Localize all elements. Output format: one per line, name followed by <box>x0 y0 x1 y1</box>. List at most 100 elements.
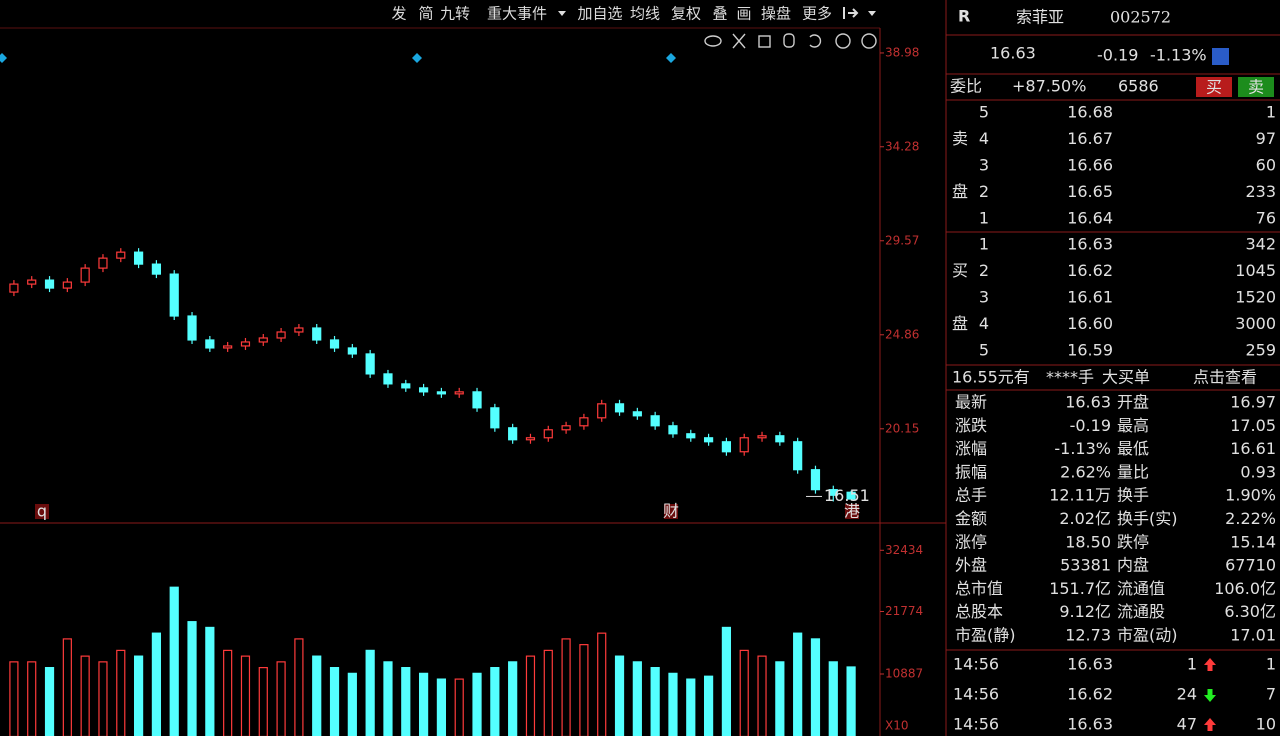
candle-body <box>721 441 732 453</box>
volume-bar <box>294 638 304 736</box>
hand-icon[interactable] <box>783 33 795 48</box>
candle-body <box>436 391 447 395</box>
tick-price: 16.63 <box>1067 655 1113 674</box>
stat-value: 151.7亿 <box>1049 579 1111 598</box>
dropdown-icon[interactable] <box>868 11 876 16</box>
volume-bar <box>614 655 625 736</box>
candle-body <box>383 373 393 385</box>
dropdown-icon[interactable] <box>558 11 566 16</box>
volume-bar <box>454 678 464 736</box>
volume-bar <box>793 632 803 736</box>
stat-value: 9.12亿 <box>1059 602 1111 621</box>
stat-label: 开盘 <box>1117 393 1149 412</box>
candle-body <box>169 273 179 317</box>
volume-bar <box>775 661 785 736</box>
order-price: 16.62 <box>1067 261 1113 280</box>
event-marker <box>35 504 49 519</box>
toolbar-item[interactable]: 重大事件 <box>487 5 547 23</box>
tick-volume: 1 <box>1187 655 1197 674</box>
markers <box>0 53 676 63</box>
banner-text: 16.55元有 <box>952 368 1030 387</box>
zoom-out-icon[interactable] <box>861 33 877 49</box>
change-pct: -1.13% <box>1150 46 1207 65</box>
stat-label: 总手 <box>955 486 987 505</box>
candle-body <box>116 251 126 259</box>
order-volume: 342 <box>1245 235 1276 254</box>
candle-body <box>454 391 464 395</box>
eye-icon[interactable] <box>704 35 722 47</box>
volume-bar <box>223 649 233 736</box>
stat-value: 16.97 <box>1230 393 1276 412</box>
y-tick-label: 21774 <box>885 604 923 618</box>
y-tick-label: 34.28 <box>885 139 919 153</box>
undo-icon[interactable] <box>809 34 822 48</box>
stat-value: 2.62% <box>1060 462 1111 481</box>
candle-body <box>472 391 482 409</box>
toolbar-item[interactable]: 发 <box>391 5 406 23</box>
stat-value: 12.11万 <box>1049 486 1111 505</box>
sell-button-label[interactable]: 卖 <box>1248 78 1264 97</box>
stat-value: 67710 <box>1225 556 1276 575</box>
toolbar-item[interactable]: 均线 <box>630 5 660 23</box>
diamond <box>412 53 422 63</box>
tick-count: 1 <box>1266 655 1276 674</box>
toolbar-item[interactable]: 叠 <box>712 5 727 23</box>
y-tick-label: 24.86 <box>885 327 919 341</box>
y-unit: X10 <box>885 719 909 733</box>
toolbar-item[interactable]: 加自选 <box>577 5 622 23</box>
candle-body <box>347 347 357 355</box>
stat-label: 跌停 <box>1117 532 1149 551</box>
volume-bar <box>187 621 197 736</box>
banner-text: 点击查看 <box>1193 368 1257 387</box>
zoom-in-icon[interactable] <box>835 33 851 49</box>
stat-label: 总股本 <box>955 602 1003 621</box>
volume-bar <box>116 649 126 736</box>
stat-label: 换手(实) <box>1117 509 1178 528</box>
stat-label: 流通值 <box>1117 579 1165 598</box>
toolbar-item[interactable]: 画 <box>736 5 751 23</box>
diamond <box>0 53 7 63</box>
stat-label: 涨跌 <box>955 416 987 435</box>
order-level: 2 <box>979 182 989 201</box>
candle-body <box>27 279 37 285</box>
volume-bar <box>472 672 482 736</box>
stat-label: 换手 <box>1117 486 1149 505</box>
toolbar-item[interactable]: 复权 <box>671 5 701 23</box>
candle-body <box>329 339 340 349</box>
volume-bar <box>650 667 660 736</box>
ratio-label: 委比 <box>950 77 982 96</box>
buy-button <box>1196 77 1232 97</box>
toolbar-item[interactable]: 九转 <box>440 5 470 23</box>
cut-icon[interactable] <box>732 33 746 49</box>
lock-icon[interactable] <box>758 35 771 48</box>
volume-bar <box>365 649 375 736</box>
order-level: 4 <box>979 129 989 148</box>
exit-icon[interactable] <box>843 7 859 19</box>
toolbar-item[interactable]: 更多 <box>802 5 832 23</box>
volume-bar <box>62 638 72 736</box>
volume-bar <box>508 661 518 736</box>
candle-body <box>98 257 108 269</box>
volume-bar <box>632 661 642 736</box>
stat-value: 0.93 <box>1240 462 1276 481</box>
order-level: 4 <box>979 314 989 333</box>
side-label: 卖 <box>952 129 968 148</box>
volume-bar <box>686 678 696 736</box>
candle-body <box>828 489 838 496</box>
ratio-diff: 6586 <box>1118 77 1159 96</box>
banner-text: 大买单 <box>1102 368 1150 387</box>
volume-bar <box>240 655 251 736</box>
order-price: 16.61 <box>1067 288 1113 307</box>
buy-button-label[interactable]: 买 <box>1206 78 1222 97</box>
toolbar-item[interactable]: 简 <box>418 5 433 23</box>
y-tick-label: 32434 <box>885 543 923 557</box>
order-price: 16.60 <box>1067 314 1113 333</box>
event-marker <box>664 504 678 519</box>
order-volume: 97 <box>1256 129 1276 148</box>
candle-body <box>686 433 696 439</box>
stat-value: -1.13% <box>1054 439 1111 458</box>
candle-body <box>223 345 233 349</box>
margin-icon <box>1212 48 1229 65</box>
volume-bar <box>703 675 714 736</box>
toolbar-item[interactable]: 操盘 <box>761 5 791 23</box>
